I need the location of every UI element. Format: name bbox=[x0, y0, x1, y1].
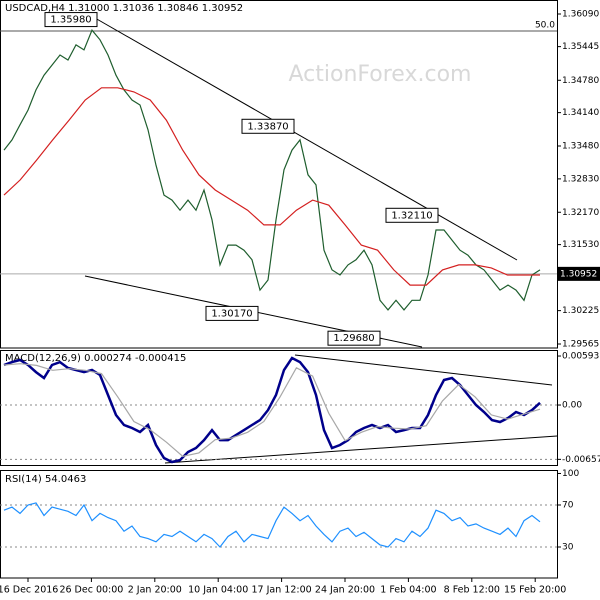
macd-title: MACD(12,26,9) 0.000274 -0.000415 bbox=[5, 353, 186, 364]
y-tick-label: 1.30225 bbox=[562, 306, 599, 316]
y-tick-label: 1.29565 bbox=[562, 340, 599, 350]
y-tick-label: 1.33480 bbox=[562, 142, 599, 152]
y-tick-label: 1.31530 bbox=[562, 240, 599, 250]
x-tick-label: 1 Feb 04:00 bbox=[380, 585, 436, 596]
series-line bbox=[3, 363, 541, 457]
price-panel-frame bbox=[0, 0, 558, 349]
annotation-box bbox=[327, 330, 381, 346]
y-tick-label: 100 bbox=[562, 469, 579, 479]
x-tick-label: 8 Feb 12:00 bbox=[444, 585, 500, 596]
y-tick-label: 1.35445 bbox=[562, 42, 599, 52]
annotation-label: 1.30170 bbox=[211, 308, 252, 319]
y-tick-label: 0.00593 bbox=[562, 352, 599, 362]
last-price-box bbox=[557, 266, 600, 281]
y-tick-label: 1.36090 bbox=[562, 10, 599, 20]
annotation-label: 1.33870 bbox=[247, 121, 288, 132]
x-tick-label: 24 Jan 20:00 bbox=[315, 585, 375, 596]
watermark: ActionForex.com bbox=[289, 62, 472, 87]
fib-level-label: 50.0 bbox=[535, 21, 555, 31]
y-tick-label: 1.34780 bbox=[562, 76, 599, 86]
y-tick-label: -0.006575 bbox=[562, 455, 600, 465]
x-tick-label: 16 Dec 2016 bbox=[0, 585, 58, 596]
series-line bbox=[3, 87, 540, 286]
y-tick-label: 1.32830 bbox=[562, 174, 599, 184]
y-tick-label: 1.32170 bbox=[562, 208, 599, 218]
rsi-title: RSI(14) 54.0463 bbox=[5, 474, 86, 485]
series-line bbox=[3, 356, 541, 464]
y-tick-label: 70 bbox=[562, 500, 574, 510]
macd-panel-frame bbox=[0, 350, 558, 466]
x-tick-label: 10 Jan 04:00 bbox=[188, 585, 248, 596]
rsi-panel-frame bbox=[0, 470, 558, 579]
annotation-label: 1.32110 bbox=[391, 210, 432, 221]
x-tick-label: 2 Jan 20:00 bbox=[128, 585, 182, 596]
annotation-box bbox=[241, 118, 295, 134]
series-line bbox=[3, 502, 541, 548]
trendline bbox=[94, 17, 518, 261]
y-tick-label: 30 bbox=[562, 543, 574, 553]
y-tick-label: 0.00 bbox=[562, 401, 582, 411]
x-tick-label: 15 Feb 20:00 bbox=[504, 585, 566, 596]
trendline bbox=[164, 435, 558, 464]
annotation-box bbox=[205, 305, 259, 321]
trendline bbox=[294, 354, 553, 386]
series-line bbox=[3, 29, 541, 311]
x-tick-label: 26 Dec 00:00 bbox=[59, 585, 123, 596]
annotation-label: 1.35980 bbox=[50, 15, 91, 26]
x-tick-label: 17 Jan 12:00 bbox=[252, 585, 312, 596]
y-tick-label: 1.34140 bbox=[562, 108, 599, 118]
annotation-label: 1.29680 bbox=[333, 333, 374, 344]
last-price-label: 1.30952 bbox=[560, 269, 597, 279]
annotation-box bbox=[385, 207, 439, 223]
annotation-box bbox=[44, 12, 98, 28]
price-title: USDCAD,H4 1.31000 1.31036 1.30846 1.3095… bbox=[5, 3, 243, 14]
